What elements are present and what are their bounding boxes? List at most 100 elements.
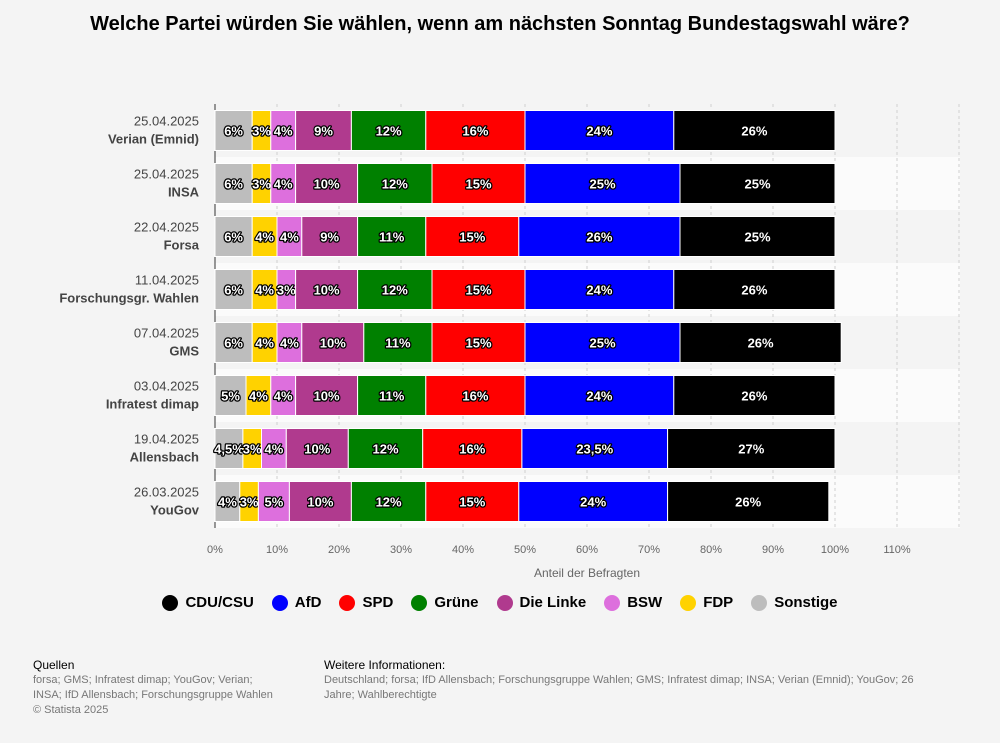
bar-value-label: 6%: [224, 283, 243, 298]
category-date-label: 11.04.2025: [135, 273, 199, 288]
bar-segment: [673, 110, 836, 151]
bar-value-label: 4%: [255, 230, 274, 245]
bar-segment: [673, 375, 836, 416]
legend-dot-icon: [271, 594, 288, 611]
bar-segment: [425, 110, 526, 151]
bar-value-label: 10%: [320, 336, 346, 351]
category-date-label: 07.04.2025: [134, 326, 199, 341]
bar-value-label: 26%: [586, 230, 612, 245]
bar-segment: [679, 216, 836, 257]
bar-segment: [251, 269, 278, 310]
bar-value-label: 6%: [224, 230, 243, 245]
x-axis-title: Anteil der Befragten: [534, 566, 640, 580]
legend-dot-icon: [162, 594, 179, 611]
bar-value-label: 3%: [277, 283, 296, 298]
legend-item[interactable]: Grüne: [411, 594, 479, 611]
bar-value-label: 9%: [320, 230, 339, 245]
bar-segment: [679, 163, 836, 204]
category-institute-label: Infratest dimap: [106, 397, 199, 412]
bar-value-label: 11%: [385, 336, 411, 351]
bar-segment: [524, 269, 675, 310]
legend-dot-icon: [411, 594, 428, 611]
bar-value-label: 15%: [465, 177, 491, 192]
bar-value-label: 10%: [314, 177, 340, 192]
bar-value-label: 24%: [586, 124, 612, 139]
legend-item[interactable]: FDP: [680, 594, 733, 611]
bar-segment: [261, 428, 287, 469]
more-info-heading: Weitere Informationen:: [324, 658, 446, 672]
bar-value-label: 15%: [465, 336, 491, 351]
legend-label: SPD: [362, 594, 394, 611]
sources-block: Quellen forsa; GMS; Infratest dimap; You…: [33, 658, 313, 718]
category-date-label: 25.04.2025: [134, 167, 199, 182]
bar-value-label: 5%: [265, 495, 284, 510]
bar-segment: [524, 110, 675, 151]
legend-item[interactable]: SPD: [339, 594, 393, 611]
bar-segment: [357, 375, 427, 416]
bar-segment: [301, 216, 359, 257]
bar-value-label: 6%: [224, 336, 243, 351]
bar-value-label: 3%: [252, 124, 271, 139]
legend-label: BSW: [627, 594, 663, 611]
bar-value-label: 15%: [465, 283, 491, 298]
chart-title: Welche Partei würden Sie wählen, wenn am…: [90, 13, 910, 35]
more-info-block: Weitere Informationen: Deutschland; fors…: [324, 658, 1000, 703]
bar-value-label: 5%: [221, 389, 240, 404]
category-institute-label: Allensbach: [130, 450, 199, 465]
bar-segment: [524, 322, 681, 363]
bar-value-label: 24%: [586, 389, 612, 404]
copyright[interactable]: © Statista 2025: [33, 704, 109, 716]
bar-segment: [524, 163, 681, 204]
bar-segment: [357, 216, 427, 257]
category-date-label: 25.04.2025: [134, 114, 199, 129]
bar-value-label: 25%: [589, 336, 615, 351]
legend-item[interactable]: Sonstige: [751, 594, 838, 611]
bar-segment: [251, 216, 278, 257]
legend-label: Sonstige: [774, 594, 838, 611]
bar-value-label: 25%: [744, 230, 770, 245]
bar-value-label: 4%: [255, 336, 274, 351]
bar-value-label: 10%: [314, 389, 340, 404]
bar-value-label: 24%: [586, 283, 612, 298]
bar-value-label: 15%: [459, 230, 485, 245]
bar-segment: [295, 375, 359, 416]
bar-value-label: 12%: [376, 495, 402, 510]
bar-segment: [431, 163, 526, 204]
bar-segment: [431, 269, 526, 310]
sources-line: INSA; IfD Allensbach; Forschungsgruppe W…: [33, 689, 273, 701]
bar-segment: [667, 428, 836, 469]
legend-dot-icon: [604, 594, 621, 611]
bar-value-label: 10%: [314, 283, 340, 298]
bar-segment: [288, 481, 352, 522]
bar-segment: [679, 322, 842, 363]
x-tick-label: 50%: [514, 544, 536, 556]
legend-dot-icon: [751, 594, 768, 611]
bar-value-label: 12%: [376, 124, 402, 139]
bar-value-label: 15%: [459, 495, 485, 510]
legend-label: CDU/CSU: [185, 594, 254, 611]
legend-item[interactable]: AfD: [271, 594, 321, 611]
bar-value-label: 25%: [589, 177, 615, 192]
category-institute-label: GMS: [169, 344, 199, 359]
x-tick-label: 90%: [762, 544, 784, 556]
bar-value-label: 4,5%: [214, 442, 244, 457]
legend-item[interactable]: BSW: [604, 594, 662, 611]
bar-value-label: 26%: [741, 389, 767, 404]
bar-segment: [673, 269, 836, 310]
bar-segment: [214, 322, 253, 363]
legend-item[interactable]: Die Linke: [496, 594, 586, 611]
bar-value-label: 10%: [307, 495, 333, 510]
bar-segment: [214, 269, 253, 310]
category-institute-label: Forschungsgr. Wahlen: [59, 291, 199, 306]
category-date-label: 19.04.2025: [134, 432, 199, 447]
bar-value-label: 25%: [744, 177, 770, 192]
bar-value-label: 26%: [741, 283, 767, 298]
bar-segment: [257, 481, 290, 522]
x-tick-label: 100%: [821, 544, 849, 556]
bar-segment: [301, 322, 365, 363]
bar-value-label: 3%: [243, 442, 262, 457]
bar-value-label: 16%: [462, 389, 488, 404]
bar-value-label: 4%: [274, 124, 293, 139]
legend-item[interactable]: CDU/CSU: [162, 594, 254, 611]
